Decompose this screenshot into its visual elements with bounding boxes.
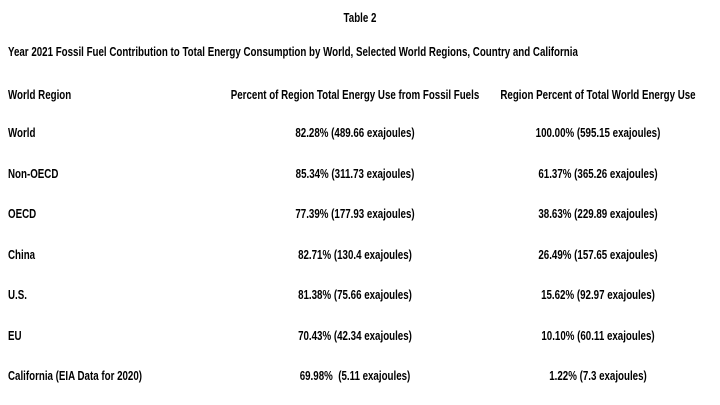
cell: 100.00% (595.15 exajoules) [535,126,661,140]
row-label: California (EIA Data for 2020) [8,369,143,383]
cell: 26.49% (157.65 exajoules) [538,247,658,262]
table-title: Table 2 [343,11,377,25]
cell: 10.10% (60.11 exajoules) [541,328,655,343]
cell: 82.28% (489.66 exajoules) [295,126,415,140]
table-subtitle: Year 2021 Fossil Fuel Contribution to To… [8,45,578,59]
row-label: World [8,126,36,140]
row-label: U.S. [8,288,27,302]
column-header: Percent of Region Total Energy Use from … [230,88,480,102]
cell: 82.71% (130.4 exajoules) [298,247,412,262]
column-header: Region Percent of Total World Energy Use [500,88,696,102]
cell: 70.43% (42.34 exajoules) [298,328,412,343]
row-label: China [8,247,36,262]
cell: 61.37% (365.26 exajoules) [538,166,658,181]
column-header: World Region [8,88,72,102]
cell: 81.38% (75.66 exajoules) [298,288,412,302]
cell: 15.62% (92.97 exajoules) [541,288,655,302]
cell: 85.34% (311.73 exajoules) [295,166,415,181]
cell: 77.39% (177.93 exajoules) [295,207,415,221]
row-label: OECD [8,207,37,221]
cell: 1.22% (7.3 exajoules) [549,369,647,383]
cell: 38.63% (229.89 exajoules) [538,207,658,221]
row-label: Non-OECD [8,166,59,181]
row-label: EU [8,328,22,343]
cell: 69.98% (5.11 exajoules) [299,369,411,383]
